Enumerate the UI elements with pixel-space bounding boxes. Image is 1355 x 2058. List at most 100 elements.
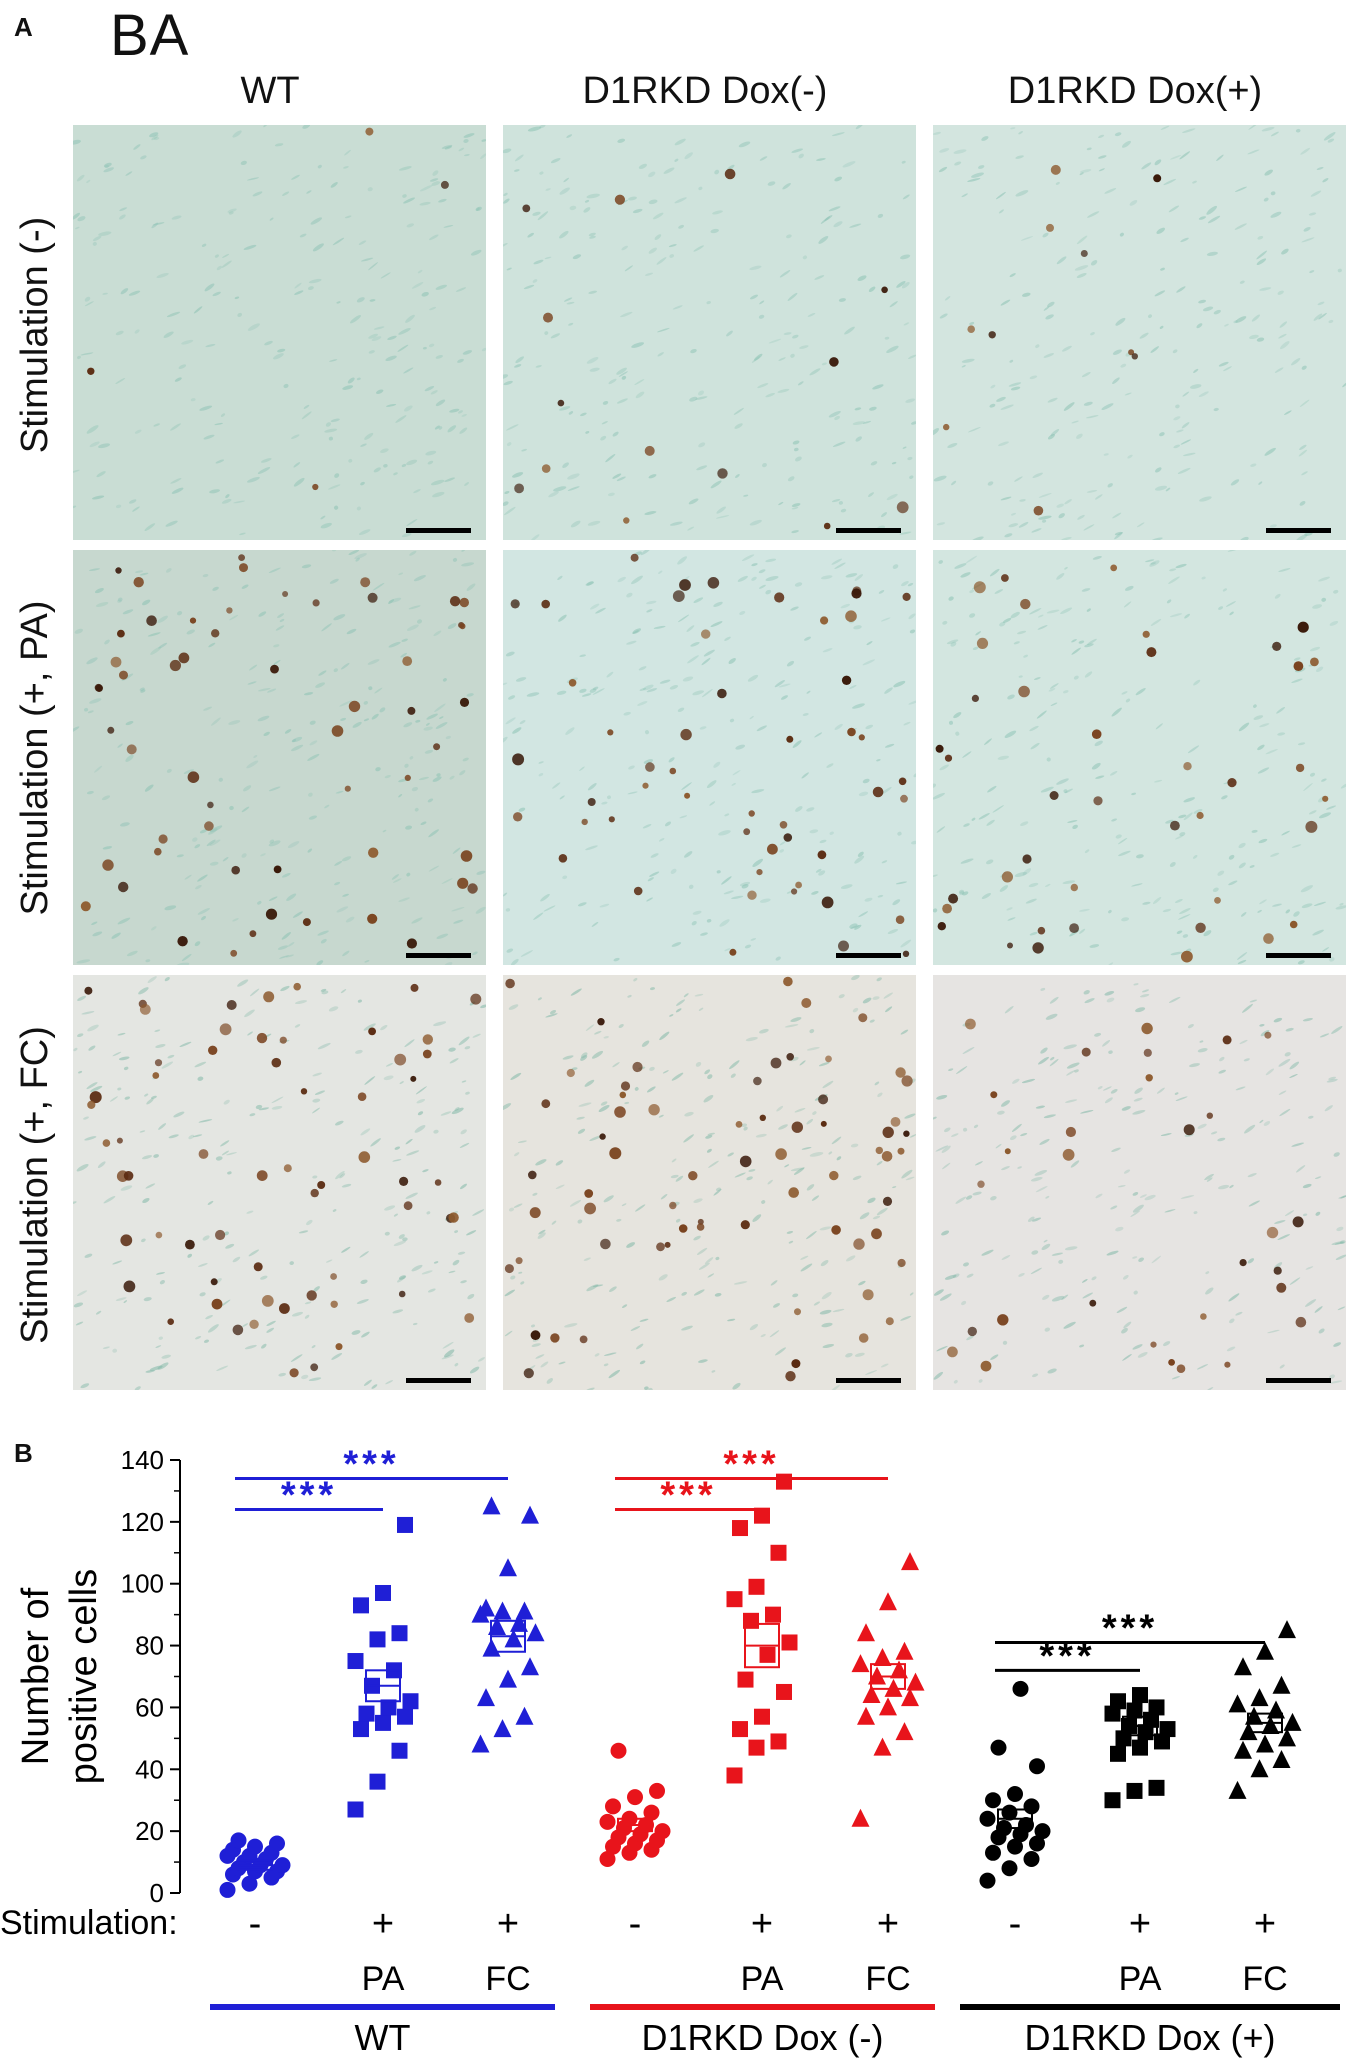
tissue-texture (428, 865, 440, 872)
tissue-texture (1132, 1344, 1143, 1350)
tissue-texture (884, 743, 895, 748)
tissue-texture (335, 790, 344, 794)
tissue-texture (696, 1247, 708, 1255)
stained-nucleus (1200, 1313, 1207, 1320)
stained-nucleus (679, 579, 691, 591)
tissue-texture (719, 919, 730, 927)
tissue-texture (1291, 1142, 1305, 1147)
tissue-texture (562, 462, 569, 468)
tissue-texture (126, 950, 138, 957)
tissue-texture (397, 344, 409, 352)
tissue-texture (329, 578, 339, 584)
tissue-texture (117, 917, 131, 925)
stained-nucleus (599, 1133, 606, 1140)
tissue-texture (1154, 290, 1166, 297)
tissue-texture (356, 506, 361, 511)
tissue-texture (269, 839, 275, 844)
tissue-texture (933, 131, 941, 135)
tissue-texture (822, 1080, 834, 1089)
tissue-texture (570, 520, 581, 528)
stained-nucleus (890, 1117, 901, 1127)
tissue-texture (1277, 290, 1284, 295)
stained-nucleus (735, 1121, 743, 1128)
tissue-texture (870, 461, 878, 466)
tissue-texture (368, 333, 378, 339)
tissue-texture (158, 642, 168, 649)
tissue-texture (1324, 1105, 1333, 1112)
tissue-texture (1086, 638, 1097, 646)
tissue-texture (1151, 1255, 1162, 1264)
tissue-texture (1150, 346, 1159, 354)
tissue-texture (1228, 1293, 1240, 1302)
tissue-texture (646, 897, 653, 902)
tissue-texture (273, 353, 284, 360)
tissue-texture (1237, 959, 1247, 965)
tissue-texture (1079, 928, 1086, 934)
tissue-texture (84, 707, 89, 712)
tissue-texture (139, 572, 149, 576)
tissue-texture (807, 312, 816, 317)
stained-nucleus (1264, 1031, 1272, 1039)
stained-nucleus (459, 597, 469, 608)
tissue-texture (290, 1354, 303, 1362)
tissue-texture (794, 447, 799, 452)
tissue-texture (1259, 287, 1272, 291)
tissue-texture (1000, 496, 1012, 501)
tissue-texture (563, 177, 570, 183)
tissue-texture (751, 356, 761, 363)
tissue-texture (784, 1164, 790, 1168)
stained-nucleus (302, 918, 311, 927)
tissue-texture (311, 1345, 316, 1349)
tissue-texture (606, 671, 614, 678)
tissue-texture (677, 556, 688, 565)
tissue-texture (1125, 698, 1131, 703)
data-point (380, 1699, 397, 1716)
tissue-texture (333, 668, 338, 673)
tissue-texture (269, 217, 274, 221)
tissue-texture (1163, 178, 1176, 186)
tissue-texture (1103, 453, 1109, 456)
stained-nucleus (885, 1317, 894, 1326)
tissue-texture (694, 993, 704, 997)
stained-nucleus (358, 1151, 371, 1163)
tissue-texture (692, 690, 704, 696)
stained-nucleus (215, 1229, 226, 1241)
tissue-texture (197, 1076, 204, 1081)
tissue-texture (569, 205, 577, 211)
significance-label: *** (723, 1444, 779, 1486)
tissue-texture (154, 1029, 161, 1032)
stained-nucleus (862, 1289, 874, 1301)
data-point (1159, 1721, 1176, 1738)
tissue-texture (594, 1030, 602, 1035)
tissue-texture (438, 426, 443, 430)
tissue-texture (936, 522, 946, 526)
tissue-texture (95, 1310, 102, 1315)
tissue-texture (186, 629, 195, 635)
tissue-texture (1049, 683, 1059, 689)
tissue-texture (384, 1205, 396, 1211)
tissue-texture (626, 640, 637, 645)
tissue-texture (1289, 1073, 1298, 1079)
tissue-texture (506, 267, 512, 271)
tissue-texture (770, 1280, 778, 1286)
stained-nucleus (753, 1076, 762, 1086)
tissue-texture (758, 569, 766, 574)
tissue-texture (949, 720, 953, 725)
tissue-texture (433, 1261, 439, 1264)
tissue-texture (589, 235, 596, 239)
tissue-texture (249, 664, 258, 671)
tissue-texture (834, 415, 840, 421)
tissue-texture (336, 301, 341, 304)
tissue-texture (1193, 1211, 1198, 1215)
tissue-texture (457, 1251, 466, 1255)
scale-bar (406, 528, 471, 533)
tissue-texture (1302, 1018, 1313, 1022)
tissue-texture (1173, 416, 1181, 421)
tissue-texture (503, 148, 512, 154)
tissue-texture (1206, 1177, 1213, 1182)
group-label: D1RKD Dox (-) (641, 2017, 883, 2058)
tissue-texture (862, 420, 872, 424)
tissue-texture (1020, 821, 1029, 827)
tissue-texture (1149, 560, 1160, 567)
tissue-texture (1180, 237, 1189, 243)
